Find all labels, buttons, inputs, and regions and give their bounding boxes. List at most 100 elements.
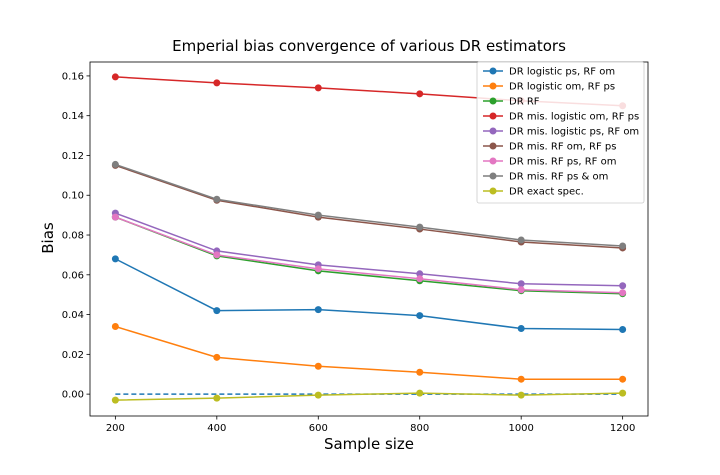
data-point — [111, 255, 119, 263]
data-point — [517, 375, 525, 383]
data-point — [314, 211, 322, 219]
data-point — [314, 306, 322, 314]
data-point — [619, 375, 627, 383]
legend-item: DR RF — [483, 97, 540, 108]
data-point — [619, 289, 627, 297]
y-tick-label: 0.12 — [62, 151, 84, 162]
data-point — [314, 84, 322, 92]
series-line — [115, 216, 623, 294]
legend-item: DR logistic ps, RF om — [483, 67, 615, 78]
y-tick-label: 0.16 — [62, 71, 84, 82]
legend-marker — [489, 112, 497, 120]
chart-title: Emperial bias convergence of various DR … — [172, 37, 566, 55]
legend-item: DR exact spec. — [483, 187, 584, 198]
series-1 — [111, 323, 627, 383]
data-point — [111, 160, 119, 168]
legend-marker — [489, 82, 497, 90]
legend-marker — [489, 142, 497, 150]
series-6 — [111, 213, 627, 297]
data-point — [213, 307, 221, 315]
legend-label: DR RF — [509, 97, 540, 108]
y-tick-label: 0.00 — [62, 390, 84, 401]
legend-label: DR logistic om, RF ps — [509, 82, 615, 93]
data-point — [314, 391, 322, 399]
data-point — [213, 251, 221, 259]
y-tick-label: 0.14 — [62, 111, 84, 122]
legend-item: DR mis. logistic ps, RF om — [483, 127, 639, 138]
data-point — [213, 394, 221, 402]
data-point — [619, 242, 627, 250]
data-point — [619, 389, 627, 397]
y-tick-label: 0.10 — [62, 191, 84, 202]
x-tick-label: 1200 — [610, 423, 635, 434]
data-point — [619, 282, 627, 290]
series-0 — [111, 255, 627, 333]
y-tick-label: 0.06 — [62, 270, 84, 281]
y-tick-label: 0.04 — [62, 310, 84, 321]
data-point — [416, 270, 424, 278]
legend: DR logistic ps, RF om DR logistic om, RF … — [476, 61, 645, 204]
legend-item: DR mis. logistic om, RF ps — [483, 112, 639, 123]
data-point — [416, 389, 424, 397]
plot-area: 200 400 600 800 1000 1200 0.00 0.02 0.04 0.06 0.08… — [62, 61, 649, 434]
data-point — [619, 325, 627, 333]
data-point — [416, 312, 424, 320]
x-axis-label: Sample size — [324, 435, 414, 453]
legend-label: DR mis. logistic ps, RF om — [509, 127, 639, 138]
legend-label: DR logistic ps, RF om — [509, 67, 615, 78]
legend-item: DR mis. RF ps, RF om — [483, 157, 616, 168]
y-tick-label: 0.02 — [62, 350, 84, 361]
x-tick-label: 800 — [410, 423, 429, 434]
legend-label: DR mis. RF ps, RF om — [509, 157, 616, 168]
series-line — [115, 325, 623, 380]
data-point — [416, 275, 424, 283]
data-point — [111, 213, 119, 221]
data-point — [517, 286, 525, 294]
legend-marker — [489, 187, 497, 195]
legend-marker — [489, 172, 497, 180]
x-tick-label: 200 — [106, 423, 125, 434]
data-point — [213, 195, 221, 203]
legend-label: DR mis. RF om, RF ps — [509, 142, 616, 153]
data-point — [314, 362, 322, 370]
legend-marker — [489, 157, 497, 165]
series-line — [115, 392, 623, 401]
legend-item: DR logistic om, RF ps — [483, 82, 615, 93]
y-tick-label: 0.08 — [62, 231, 84, 242]
y-axis-label: Bias — [39, 222, 57, 254]
x-tick-label: 1000 — [508, 423, 533, 434]
series-line — [115, 164, 623, 249]
legend-label: DR mis. RF ps & om — [509, 172, 608, 183]
data-point — [517, 324, 525, 332]
series-line — [115, 163, 623, 247]
data-point — [111, 73, 119, 81]
data-point — [416, 368, 424, 376]
series-7 — [111, 160, 627, 250]
legend-marker — [489, 97, 497, 105]
series-line — [115, 212, 623, 287]
data-point — [416, 223, 424, 231]
data-point — [517, 236, 525, 244]
series-8 — [111, 389, 627, 404]
legend-marker — [489, 127, 497, 135]
legend-item: DR mis. RF ps & om — [483, 172, 608, 183]
legend-label: DR exact spec. — [509, 187, 584, 198]
data-point — [213, 79, 221, 87]
legend-label: DR mis. logistic om, RF ps — [509, 112, 639, 123]
series-line — [115, 258, 623, 331]
data-point — [111, 396, 119, 404]
data-point — [314, 265, 322, 273]
data-point — [416, 90, 424, 98]
data-point — [517, 280, 525, 288]
legend-item: DR mis. RF om, RF ps — [483, 142, 616, 153]
series-line — [115, 216, 623, 295]
data-point — [111, 323, 119, 331]
axes-frame — [89, 61, 649, 417]
data-point — [213, 353, 221, 361]
legend-marker — [489, 67, 497, 75]
data-point — [517, 391, 525, 399]
x-tick-label: 400 — [207, 423, 226, 434]
x-tick-label: 600 — [309, 423, 328, 434]
legend-box — [476, 61, 645, 204]
